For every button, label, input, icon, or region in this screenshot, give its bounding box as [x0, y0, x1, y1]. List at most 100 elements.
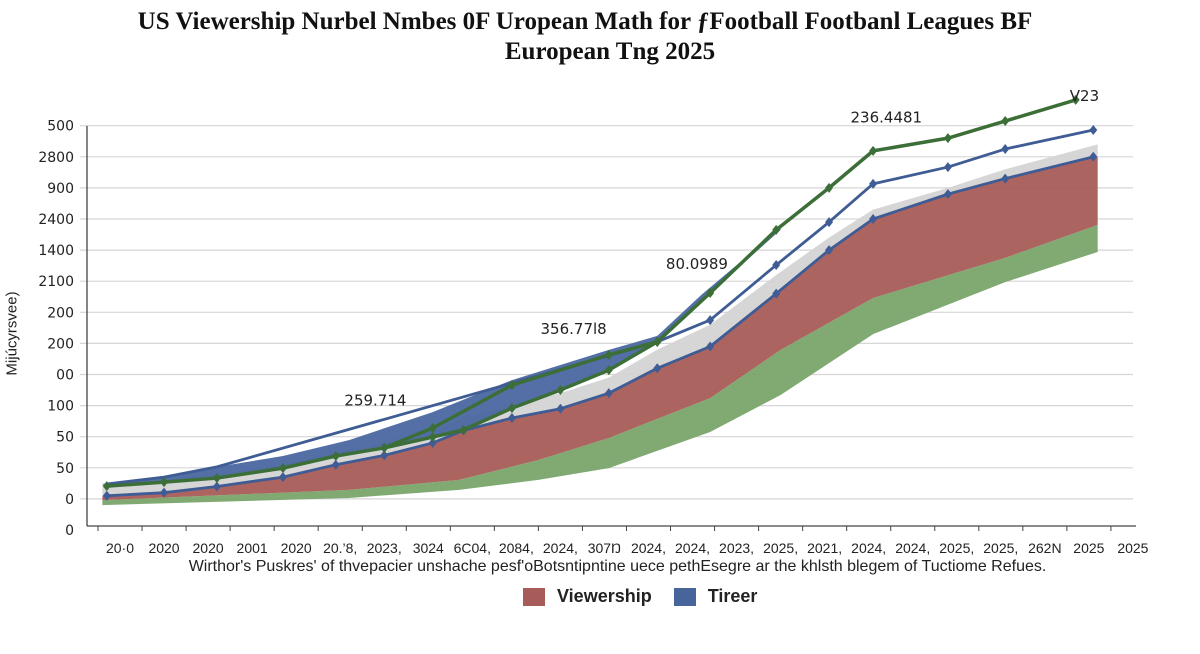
- data-point-marker: [331, 459, 340, 470]
- area-red-area: [102, 156, 1098, 501]
- data-point-marker: [507, 413, 516, 424]
- x-tick-label: 2001: [237, 540, 268, 556]
- x-tick-label: 6C04,: [454, 540, 491, 556]
- data-point-marker: [428, 422, 437, 433]
- y-tick-label: 200: [47, 336, 74, 352]
- data-point-marker: [1001, 144, 1010, 155]
- data-point-marker: [825, 182, 834, 193]
- y-tick-label: 2100: [38, 274, 74, 290]
- data-label: 259.714: [344, 392, 406, 410]
- y-tick-label: 100: [47, 399, 74, 415]
- area-grey-band: [102, 144, 1098, 496]
- legend-label-tireer: Tireer: [707, 586, 758, 606]
- data-label: 356.77l8: [541, 320, 607, 338]
- x-tick-label: 2020: [148, 540, 179, 556]
- data-point-marker: [653, 336, 662, 347]
- y-tick-label: 0: [65, 523, 74, 539]
- data-point-marker: [604, 349, 613, 360]
- legend-swatch-viewership: [523, 587, 545, 606]
- data-point-marker: [604, 365, 613, 376]
- x-tick-label: 2023,: [367, 540, 402, 556]
- data-point-marker: [160, 487, 169, 498]
- data-point-marker: [212, 481, 221, 492]
- data-point-marker: [653, 363, 662, 374]
- chart-caption: Wirthor's Puskres' of thvepacier unshach…: [188, 558, 1047, 575]
- data-point-marker: [772, 288, 781, 299]
- data-point-marker: [380, 442, 389, 453]
- data-point-marker: [706, 315, 715, 326]
- data-point-marker: [869, 145, 878, 156]
- data-point-marker: [556, 385, 565, 396]
- area-green-area: [102, 224, 1098, 506]
- y-tick-label: 500: [47, 119, 74, 135]
- data-point-marker: [604, 388, 613, 399]
- data-point-marker: [380, 450, 389, 461]
- data-point-marker: [428, 432, 437, 443]
- data-point-marker: [825, 245, 834, 256]
- x-tick-label: 2025: [1073, 540, 1104, 556]
- y-tick-label: 00: [56, 368, 74, 384]
- data-point-marker: [278, 472, 287, 483]
- data-point-marker: [102, 490, 111, 501]
- data-point-marker: [706, 288, 715, 299]
- x-tick-label: 20·0: [106, 540, 134, 556]
- x-tick-label: 2024,: [631, 540, 666, 556]
- data-point-marker: [556, 403, 565, 414]
- y-tick-label: 2400: [38, 212, 74, 228]
- y-tick-label: 200: [47, 305, 74, 321]
- x-tick-label: 262N: [1028, 540, 1061, 556]
- x-tick-label: 20.’8,: [323, 540, 357, 556]
- data-point-marker: [1001, 173, 1010, 184]
- data-point-marker: [943, 133, 952, 144]
- data-point-marker: [278, 463, 287, 474]
- x-tick-label: 2024,: [851, 540, 886, 556]
- x-tick-label: 2024,: [895, 540, 930, 556]
- chart-subtitle: European Tng 2025: [504, 38, 716, 65]
- y-tick-label: 50: [56, 430, 74, 446]
- data-point-marker: [943, 189, 952, 200]
- data-point-marker: [825, 217, 834, 228]
- x-tick-label: 2025,: [983, 540, 1018, 556]
- data-point-marker: [507, 380, 516, 391]
- y-tick-label: 900: [47, 181, 74, 197]
- data-point-marker: [507, 403, 516, 414]
- x-tick-label: 2020: [281, 540, 312, 556]
- data-point-marker: [772, 224, 781, 235]
- x-tick-label: 2023,: [719, 540, 754, 556]
- data-label: 80.0989: [666, 255, 728, 273]
- y-tick-label: 50: [56, 461, 74, 477]
- x-tick-label: 2024,: [675, 540, 710, 556]
- data-label: 236.4481: [851, 109, 923, 127]
- x-tick-label: 2021,: [807, 540, 842, 556]
- x-tick-label: 307Ŋ: [588, 540, 621, 556]
- x-tick-label: 2020: [193, 540, 224, 556]
- data-point-marker: [428, 437, 437, 448]
- data-point-marker: [1089, 151, 1098, 162]
- data-point-marker: [102, 481, 111, 492]
- data-point-marker: [160, 477, 169, 488]
- data-point-marker: [331, 450, 340, 461]
- data-label: V23: [1070, 87, 1099, 105]
- y-tick-label: 0: [65, 492, 74, 508]
- legend-label-viewership: Viewership: [557, 586, 652, 606]
- data-point-marker: [943, 162, 952, 173]
- legend-swatch-tireer: [673, 587, 696, 606]
- data-point-marker: [212, 473, 221, 484]
- data-point-marker: [869, 178, 878, 189]
- x-tick-label: 2025: [1117, 540, 1148, 556]
- data-point-marker: [1089, 125, 1098, 136]
- data-point-marker: [706, 341, 715, 352]
- x-tick-label: 2025,: [939, 540, 974, 556]
- y-tick-label: 1400: [38, 243, 74, 259]
- chart-title: US Viewership Nurbel Nmbes 0F Uropean Ma…: [137, 8, 1033, 35]
- y-tick-label: 2800: [38, 150, 74, 166]
- x-tick-label: 2025,: [763, 540, 798, 556]
- data-point-marker: [772, 260, 781, 271]
- x-tick-label: 2084,: [499, 540, 534, 556]
- x-tick-label: 2024,: [543, 540, 578, 556]
- data-point-marker: [1001, 116, 1010, 127]
- legend: Viewership Tireer: [523, 586, 757, 607]
- data-point-marker: [1071, 94, 1080, 105]
- data-point-marker: [459, 424, 468, 435]
